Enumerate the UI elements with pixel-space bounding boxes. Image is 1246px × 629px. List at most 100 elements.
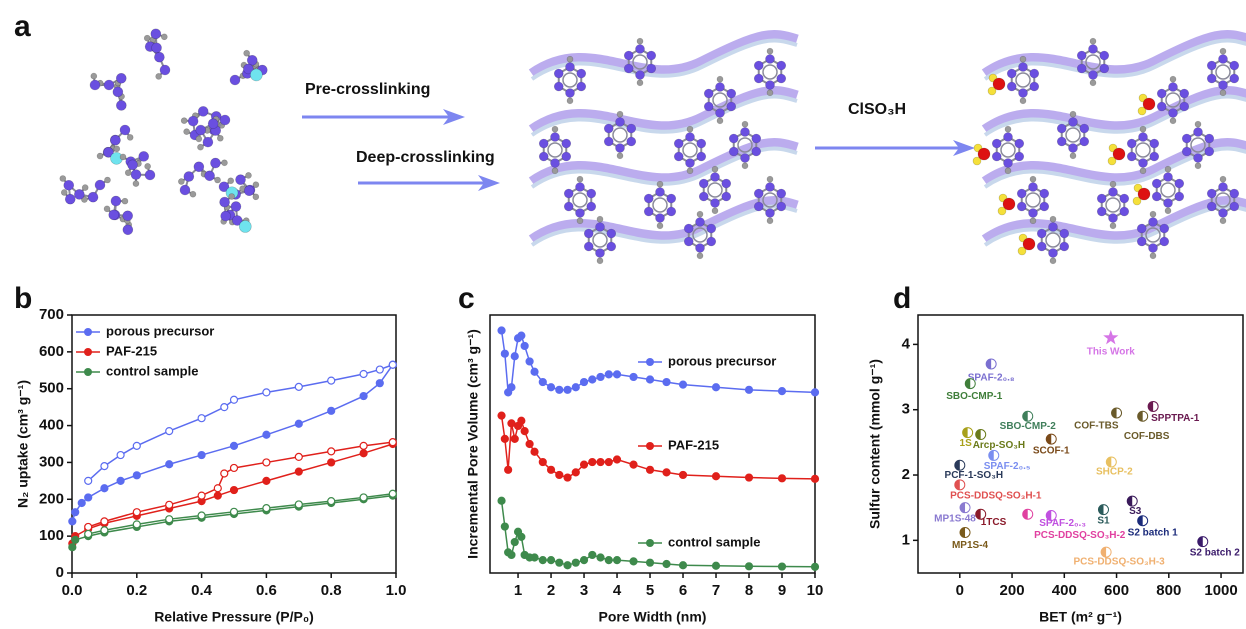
data-point	[197, 450, 206, 460]
data-point	[629, 372, 638, 382]
data-point	[84, 529, 93, 539]
data-point	[359, 493, 368, 502]
atom	[595, 248, 605, 258]
aromatic-ring	[1025, 192, 1041, 208]
data-point	[165, 460, 174, 469]
atom	[615, 117, 625, 127]
atom	[1069, 110, 1077, 118]
atom	[1126, 138, 1137, 149]
data-point	[645, 465, 655, 474]
atom	[1148, 217, 1158, 227]
atom	[1004, 167, 1012, 175]
atom	[1004, 125, 1012, 133]
atom	[74, 189, 85, 200]
atom	[1206, 73, 1217, 84]
y-tick-label: 2	[902, 466, 910, 483]
atom	[183, 128, 190, 135]
data-point-fill	[975, 429, 981, 440]
atom	[686, 125, 694, 133]
point-label: S3	[1129, 506, 1142, 517]
x-tick-label: 0.4	[191, 582, 213, 599]
atom	[726, 88, 737, 99]
band	[981, 138, 1246, 187]
atom	[179, 184, 191, 196]
legend-marker	[84, 348, 92, 356]
atom	[218, 181, 230, 193]
aromatic-ring	[762, 192, 778, 208]
atom	[1039, 188, 1050, 199]
data-point	[77, 498, 86, 508]
band-edge	[530, 38, 798, 81]
atom	[566, 97, 574, 105]
y-axis-label: N₂ uptake (cm³ g⁻¹)	[15, 380, 31, 508]
atom	[1138, 158, 1148, 168]
arrow-head	[443, 109, 465, 125]
atom	[695, 217, 705, 227]
atom	[1002, 197, 1016, 211]
atom	[1029, 217, 1037, 225]
atom	[711, 207, 719, 215]
atom	[753, 60, 764, 71]
atom	[221, 159, 228, 167]
atom	[197, 106, 209, 117]
panel-label: c	[458, 282, 475, 315]
data-point	[810, 388, 820, 397]
data-point	[359, 369, 368, 379]
atom	[1179, 101, 1190, 112]
atom	[229, 74, 241, 86]
data-point	[229, 395, 239, 404]
data-point	[678, 561, 688, 570]
atom	[583, 241, 594, 252]
atom	[603, 123, 614, 134]
atom	[706, 236, 717, 247]
atom	[214, 176, 221, 184]
x-tick-label: 600	[1104, 582, 1129, 599]
atom	[1229, 201, 1240, 212]
data-point-fill	[1137, 515, 1143, 526]
aromatic-ring	[707, 182, 723, 198]
atom	[219, 114, 231, 126]
atom	[180, 117, 188, 124]
data-point-fill	[1137, 411, 1143, 422]
data-point	[810, 474, 820, 483]
x-tick-label: 200	[1000, 582, 1025, 599]
data-point	[510, 434, 519, 443]
atom	[252, 193, 260, 201]
atom	[766, 89, 774, 97]
atom	[127, 159, 138, 171]
x-tick-label: 1000	[1204, 582, 1237, 599]
atom	[202, 136, 214, 148]
atom	[1229, 73, 1240, 84]
atom	[1151, 191, 1162, 202]
y-tick-label: 1	[902, 531, 910, 548]
data-point	[262, 504, 271, 513]
data-point	[213, 491, 222, 500]
plot-frame	[917, 314, 1244, 574]
atom	[1132, 196, 1142, 206]
data-point	[629, 557, 638, 566]
atom	[992, 77, 1006, 91]
y-axis-label: Sulfur content (mmol g⁻¹)	[867, 359, 883, 529]
atom	[1019, 97, 1027, 105]
atom	[1048, 222, 1058, 232]
aromatic-ring	[692, 227, 708, 243]
aromatic-ring	[1215, 64, 1231, 80]
atom	[144, 169, 156, 181]
data-point	[612, 455, 622, 464]
atom	[655, 187, 665, 197]
data-point	[132, 520, 141, 529]
data-point	[388, 489, 397, 498]
point-label: MP1S-48	[934, 513, 976, 524]
data-point-fill	[954, 479, 960, 490]
atom	[698, 191, 709, 202]
aromatic-ring	[1145, 227, 1161, 243]
atom	[710, 198, 720, 208]
data-point	[197, 491, 206, 500]
atom	[1218, 54, 1228, 64]
atom	[193, 161, 205, 173]
aromatic-ring	[712, 92, 728, 108]
point-label: PCS-DDSQ-SO₃H-2	[1034, 530, 1126, 541]
atom	[119, 153, 127, 161]
atom	[1174, 178, 1185, 189]
series-line	[71, 364, 394, 522]
